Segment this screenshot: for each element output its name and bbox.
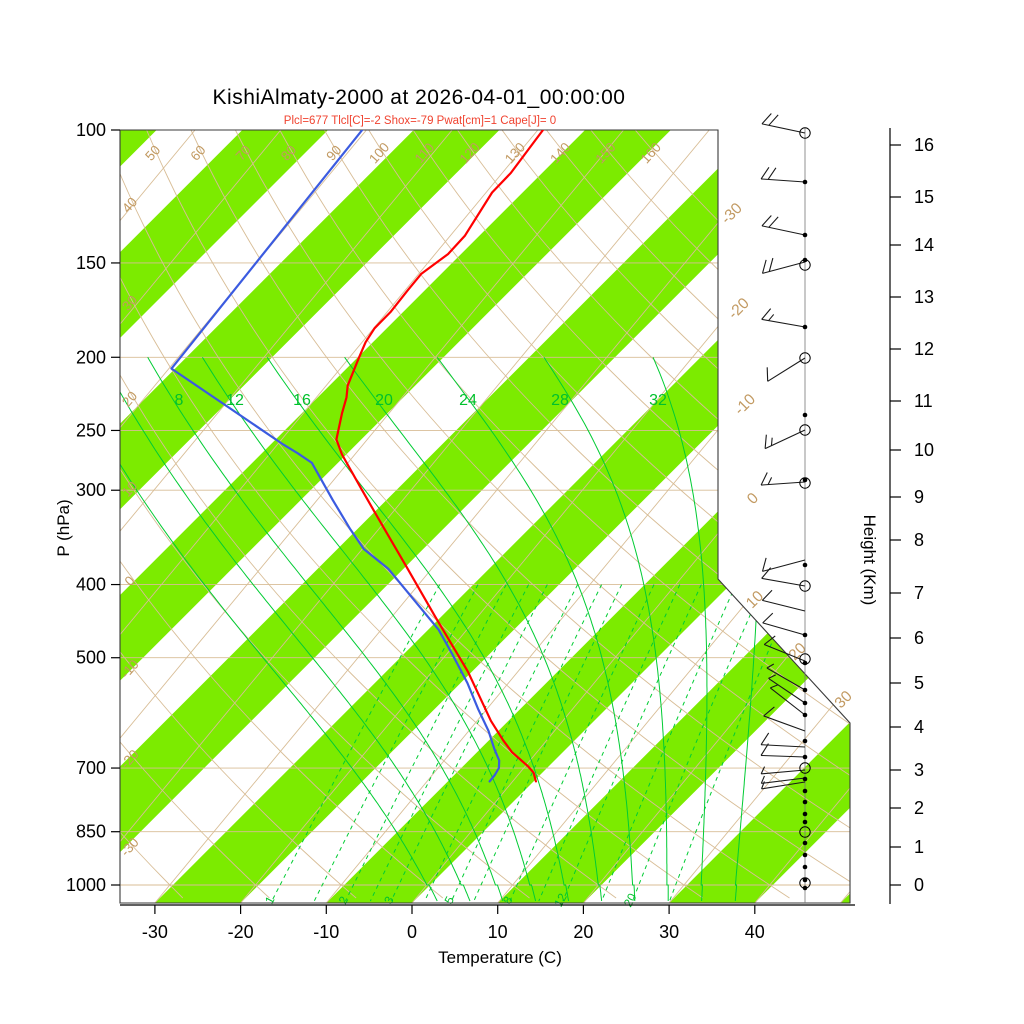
svg-text:300: 300: [76, 480, 106, 500]
chart-title: KishiAlmaty-2000 at 2026-04-01_00:00:00: [212, 86, 626, 109]
svg-text:30: 30: [119, 292, 140, 313]
svg-text:12: 12: [914, 339, 934, 359]
svg-text:0: 0: [407, 922, 417, 942]
temperature-axis-title: Temperature (C): [438, 948, 562, 967]
svg-text:40: 40: [119, 194, 140, 215]
svg-text:10: 10: [914, 440, 934, 460]
svg-text:2: 2: [914, 798, 924, 818]
svg-text:400: 400: [76, 575, 106, 595]
svg-text:200: 200: [76, 347, 106, 367]
svg-text:6: 6: [914, 628, 924, 648]
svg-text:1: 1: [914, 837, 924, 857]
svg-text:14: 14: [914, 235, 934, 255]
svg-text:7: 7: [914, 583, 924, 603]
svg-text:80: 80: [278, 142, 299, 163]
svg-text:60: 60: [187, 142, 208, 163]
svg-text:8: 8: [914, 530, 924, 550]
svg-text:0: 0: [744, 489, 762, 507]
svg-text:50: 50: [142, 142, 163, 163]
svg-text:30: 30: [832, 687, 856, 711]
svg-text:-10: -10: [731, 391, 759, 419]
svg-text:8: 8: [175, 392, 184, 409]
svg-text:13: 13: [914, 287, 934, 307]
svg-text:0: 0: [914, 875, 924, 895]
svg-text:-30: -30: [142, 922, 168, 942]
svg-text:10: 10: [488, 922, 508, 942]
wind-barbs: [760, 113, 811, 903]
svg-text:-20: -20: [725, 295, 753, 323]
svg-text:20: 20: [573, 922, 593, 942]
svg-text:32: 32: [649, 392, 667, 409]
svg-text:-20: -20: [228, 922, 254, 942]
svg-text:15: 15: [914, 187, 934, 207]
svg-text:-30: -30: [718, 200, 746, 228]
svg-text:850: 850: [76, 822, 106, 842]
plot-border: [119, 129, 851, 904]
svg-text:10: 10: [119, 478, 140, 499]
svg-text:4: 4: [914, 717, 924, 737]
svg-text:11: 11: [914, 391, 933, 411]
svg-text:1000: 1000: [66, 875, 106, 895]
svg-text:20: 20: [119, 388, 140, 409]
svg-text:28: 28: [551, 392, 569, 409]
svg-text:20: 20: [621, 891, 640, 910]
svg-text:3: 3: [914, 760, 924, 780]
svg-text:-10: -10: [313, 922, 339, 942]
svg-text:30: 30: [659, 922, 679, 942]
dewpoint-curve: [170, 130, 501, 783]
svg-text:24: 24: [459, 392, 477, 409]
svg-text:16: 16: [293, 392, 311, 409]
sounding-curves: [170, 130, 545, 783]
svg-text:700: 700: [76, 758, 106, 778]
moist-and-mixing-lines: [120, 356, 797, 902]
svg-text:150: 150: [76, 253, 106, 273]
svg-text:100: 100: [76, 120, 106, 140]
svg-text:16: 16: [914, 135, 934, 155]
chart-indices-subtitle: Plcl=677 Tlcl[C]=-2 Shox=-79 Pwat[cm]=1 …: [283, 115, 557, 127]
svg-text:10: 10: [743, 587, 767, 611]
svg-text:40: 40: [745, 922, 765, 942]
svg-text:9: 9: [914, 487, 924, 507]
svg-text:70: 70: [233, 142, 254, 163]
svg-text:20: 20: [375, 392, 393, 409]
svg-text:250: 250: [76, 420, 106, 440]
temperature-curve: [335, 130, 545, 783]
svg-text:12: 12: [226, 392, 244, 409]
svg-text:5: 5: [914, 673, 924, 693]
svg-text:500: 500: [76, 648, 106, 668]
svg-text:130: 130: [502, 140, 528, 167]
